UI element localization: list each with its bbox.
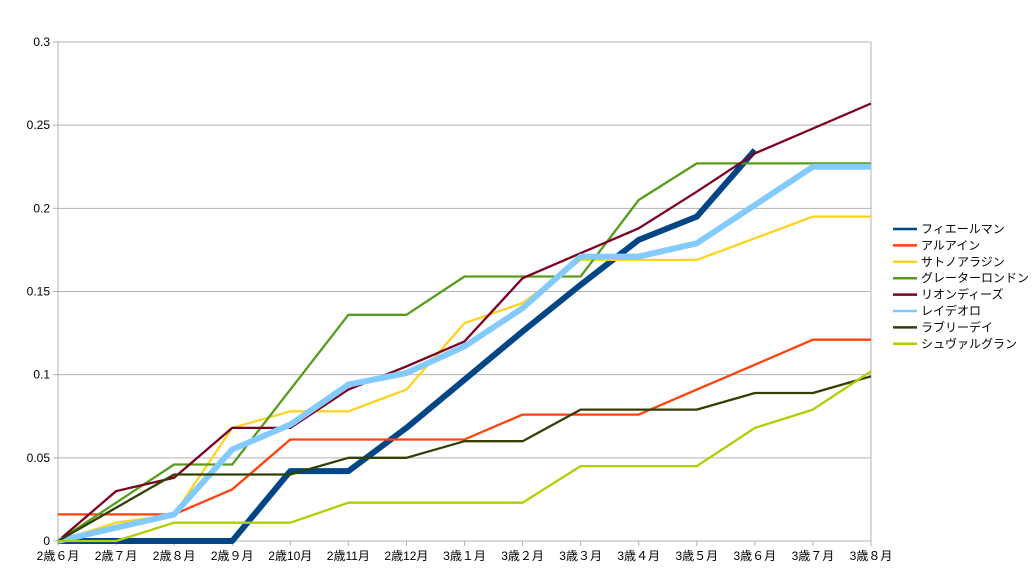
series-line-4 bbox=[57, 162, 871, 542]
x-tick-label: 2歳12月 bbox=[384, 549, 428, 563]
legend-label: フィエールマン bbox=[921, 222, 1005, 236]
x-tick-label: 3歳３月 bbox=[559, 549, 602, 563]
x-tick-label: 3歳４月 bbox=[617, 549, 660, 563]
gridlines bbox=[58, 41, 871, 542]
x-tick-labels: 2歳６月 2歳７月 2歳８月 2歳９月 2歳10月 2歳11月 2歳12月 3歳１月 3歳２月 3… bbox=[37, 549, 893, 563]
axes bbox=[53, 41, 872, 546]
x-tick-label: 2歳11月 bbox=[327, 549, 370, 563]
legend-label: サトノアラジン bbox=[921, 255, 1005, 269]
legend: フィエールマンアルアインサトノアラジングレーターロンドンリオンディーズレイデオロ… bbox=[893, 222, 1029, 351]
series-lines bbox=[57, 102, 872, 544]
x-tick-label: 3歳７月 bbox=[792, 549, 835, 563]
x-tick-label: 3歳６月 bbox=[734, 549, 777, 563]
y-tick-label: 0.1 bbox=[33, 368, 50, 382]
series-line-7 bbox=[57, 375, 872, 542]
x-tick-label: 2歳９月 bbox=[211, 549, 254, 563]
x-tick-label: 2歳10月 bbox=[268, 549, 312, 563]
y-tick-label: 0.05 bbox=[27, 451, 51, 465]
legend-label: ラブリーデイ bbox=[921, 319, 993, 334]
y-tick-labels: 0 0.05 0.1 0.15 0.2 0.25 0.3 bbox=[27, 35, 51, 548]
x-tick-label: 2歳８月 bbox=[153, 549, 196, 563]
legend-label: グレーターロンドン bbox=[921, 271, 1029, 285]
y-tick-label: 0.25 bbox=[27, 118, 51, 132]
series-line-2 bbox=[58, 338, 871, 516]
x-tick-label: 3歳５月 bbox=[675, 549, 718, 563]
y-tick-label: 0.2 bbox=[33, 201, 50, 215]
series-line-8 bbox=[58, 370, 872, 543]
series-line-1 bbox=[58, 148, 758, 544]
series-line-5 bbox=[57, 102, 872, 542]
x-tick-label: 3歳８月 bbox=[850, 549, 893, 563]
series-line-6 bbox=[57, 163, 871, 544]
legend-label: シュヴァルグラン bbox=[921, 336, 1017, 351]
y-tick-label: 0.15 bbox=[27, 285, 51, 299]
legend-label: リオンディーズ bbox=[921, 287, 1004, 302]
series-line-3 bbox=[57, 215, 871, 543]
x-tick-label: 2歳６月 bbox=[37, 549, 80, 563]
x-tick-label: 3歳２月 bbox=[501, 549, 544, 563]
x-tick-label: 3歳１月 bbox=[443, 549, 486, 563]
y-tick-label: 0 bbox=[43, 534, 50, 548]
legend-label: アルアイン bbox=[921, 238, 980, 252]
x-tick-label: 2歳７月 bbox=[95, 549, 138, 563]
y-tick-label: 0.3 bbox=[33, 35, 50, 49]
legend-label: レイデオロ bbox=[921, 303, 981, 318]
